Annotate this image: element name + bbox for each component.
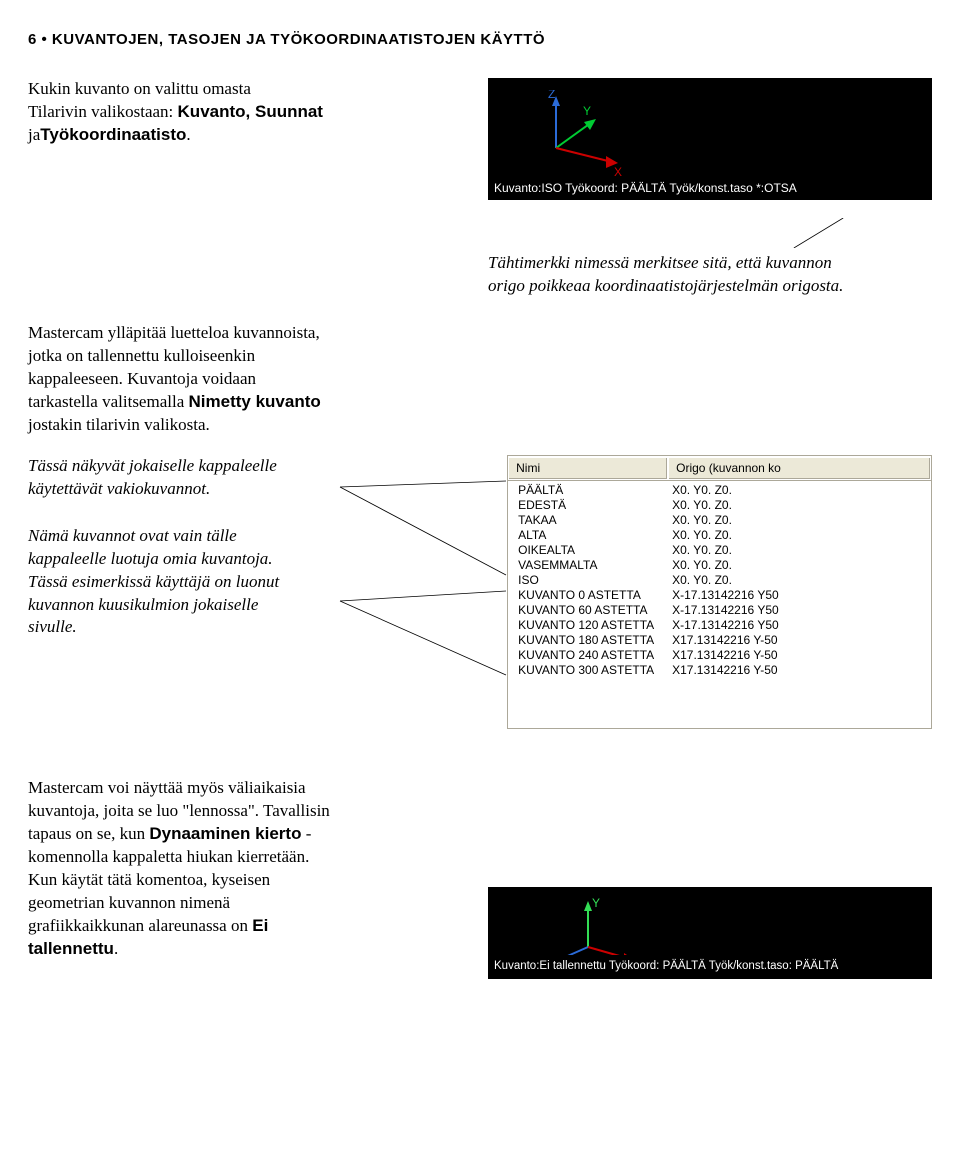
table-row[interactable]: EDESTÄX0. Y0. Z0. (508, 498, 931, 513)
status-line-1: Kuvanto:ISO Työkoord: PÄÄLTÄ Työk/konst.… (488, 176, 932, 200)
para3-l3b: - (301, 824, 311, 843)
table-cell-name: OIKEALTA (512, 543, 672, 558)
status-line-2: Kuvanto:Ei tallennettu Työkoord: PÄÄLTÄ … (488, 955, 932, 979)
table-cell-origo: X-17.13142216 Y50 (672, 588, 927, 603)
intro-bold2: Työkoordinaatisto (40, 125, 186, 144)
status-screenshot-2: Y X Kuvanto:Ei tallennettu Työkoord: PÄÄ… (488, 887, 932, 979)
table-cell-name: PÄÄLTÄ (512, 483, 672, 498)
table-header-row: Nimi Origo (kuvannon ko (508, 456, 931, 481)
table-cell-name: KUVANTO 120 ASTETTA (512, 618, 672, 633)
ital1-l1: Tässä näkyvät jokaiselle kappaleelle (28, 456, 277, 475)
table-body: PÄÄLTÄX0. Y0. Z0.EDESTÄX0. Y0. Z0.TAKAAX… (508, 481, 931, 728)
ital2-l4: kuvannon kuusikulmion jokaiselle (28, 595, 258, 614)
status-screenshot-1: Z Y X Kuvanto:ISO Työkoord: PÄÄLTÄ Työk/… (488, 78, 932, 200)
intro-line2a: Tilarivin valikostaan: (28, 102, 178, 121)
table-cell-name: EDESTÄ (512, 498, 672, 513)
para2-l3: kappaleeseen. Kuvantoja voidaan (28, 369, 256, 388)
table-row[interactable]: KUVANTO 0 ASTETTAX-17.13142216 Y50 (508, 588, 931, 603)
para3-l3a: tapaus on se, kun (28, 824, 149, 843)
para3-l7a: grafiikkaikkunan alareunassa on (28, 916, 252, 935)
table-cell-origo: X0. Y0. Z0. (672, 543, 927, 558)
table-cell-origo: X17.13142216 Y-50 (672, 648, 927, 663)
intro-line1: Kukin kuvanto on valittu omasta (28, 79, 251, 98)
table-cell-origo: X0. Y0. Z0. (672, 573, 927, 588)
intro-line3b: . (186, 125, 190, 144)
table-cell-name: VASEMMALTA (512, 558, 672, 573)
table-row[interactable]: OIKEALTAX0. Y0. Z0. (508, 543, 931, 558)
para3-l2: kuvantoja, joita se luo "lennossa". Tava… (28, 801, 330, 820)
table-cell-origo: X0. Y0. Z0. (672, 498, 927, 513)
connector-line-icon (488, 218, 932, 248)
para3-bold3: tallennettu (28, 939, 114, 958)
table-row[interactable]: KUVANTO 60 ASTETTAX-17.13142216 Y50 (508, 603, 931, 618)
page-header: 6 • KUVANTOJEN, TASOJEN JA TYÖKOORDINAAT… (28, 30, 932, 50)
para2: Mastercam ylläpitää luetteloa kuvannoist… (28, 322, 498, 437)
views-table: Nimi Origo (kuvannon ko PÄÄLTÄX0. Y0. Z0… (507, 455, 932, 729)
para3-l5: Kun käytät tätä komentoa, kyseisen (28, 870, 270, 889)
svg-text:Y: Y (583, 104, 591, 118)
para3-bold2: Ei (252, 916, 268, 935)
para3-l4: komennolla kappaletta hiukan kierretään. (28, 847, 309, 866)
para2-bold: Nimetty kuvanto (189, 392, 321, 411)
para2-l2: jotka on tallennettu kulloiseenkin (28, 346, 255, 365)
ital1-l2: käytettävät vakiokuvannot. (28, 479, 210, 498)
svg-text:Z: Z (548, 90, 555, 101)
table-cell-origo: X17.13142216 Y-50 (672, 633, 927, 648)
asterisk-note: Tähtimerkki nimessä merkitsee sitä, että… (488, 252, 932, 298)
table-cell-name: KUVANTO 300 ASTETTA (512, 663, 672, 678)
table-cell-origo: X17.13142216 Y-50 (672, 663, 927, 678)
table-cell-origo: X-17.13142216 Y50 (672, 618, 927, 633)
note1-l1: Tähtimerkki nimessä merkitsee sitä, että… (488, 253, 832, 272)
table-cell-origo: X0. Y0. Z0. (672, 483, 927, 498)
para3-l8: . (114, 939, 118, 958)
table-row[interactable]: KUVANTO 120 ASTETTAX-17.13142216 Y50 (508, 618, 931, 633)
ital2-l1: Nämä kuvannot ovat vain tälle (28, 526, 237, 545)
table-cell-name: KUVANTO 240 ASTETTA (512, 648, 672, 663)
table-cell-origo: X-17.13142216 Y50 (672, 603, 927, 618)
table-cell-name: KUVANTO 0 ASTETTA (512, 588, 672, 603)
table-cell-origo: X0. Y0. Z0. (672, 513, 927, 528)
para2-l1: Mastercam ylläpitää luetteloa kuvannoist… (28, 323, 320, 342)
para2-l4a: tarkastella valitsemalla (28, 392, 189, 411)
italic-note-2: Nämä kuvannot ovat vain tälle kappaleell… (28, 525, 491, 640)
table-cell-name: ALTA (512, 528, 672, 543)
para2-l5: jostakin tilarivin valikosta. (28, 415, 210, 434)
table-cell-name: ISO (512, 573, 672, 588)
table-row[interactable]: VASEMMALTAX0. Y0. Z0. (508, 558, 931, 573)
ital2-l3: Tässä esimerkissä käyttäjä on luonut (28, 572, 279, 591)
table-row[interactable]: ISOX0. Y0. Z0. (508, 573, 931, 588)
table-row[interactable]: TAKAAX0. Y0. Z0. (508, 513, 931, 528)
table-cell-origo: X0. Y0. Z0. (672, 558, 927, 573)
table-row[interactable]: KUVANTO 180 ASTETTAX17.13142216 Y-50 (508, 633, 931, 648)
para3: Mastercam voi näyttää myös väliaikaisia … (28, 777, 472, 961)
table-header-name[interactable]: Nimi (508, 456, 668, 480)
para3-bold1: Dynaaminen kierto (149, 824, 301, 843)
ital2-l5: sivulle. (28, 617, 77, 636)
table-row[interactable]: KUVANTO 300 ASTETTAX17.13142216 Y-50 (508, 663, 931, 678)
intro-paragraph: Kukin kuvanto on valittu omasta Tilarivi… (28, 78, 472, 147)
table-cell-name: KUVANTO 60 ASTETTA (512, 603, 672, 618)
para3-l1: Mastercam voi näyttää myös väliaikaisia (28, 778, 306, 797)
ital2-l2: kappaleelle luotuja omia kuvantoja. (28, 549, 273, 568)
table-header-origo[interactable]: Origo (kuvannon ko (668, 456, 931, 480)
table-cell-name: TAKAA (512, 513, 672, 528)
para3-l6: geometrian kuvannon nimenä (28, 893, 230, 912)
table-row[interactable]: PÄÄLTÄX0. Y0. Z0. (508, 483, 931, 498)
table-row[interactable]: ALTAX0. Y0. Z0. (508, 528, 931, 543)
table-cell-origo: X0. Y0. Z0. (672, 528, 927, 543)
table-row[interactable]: KUVANTO 240 ASTETTAX17.13142216 Y-50 (508, 648, 931, 663)
table-cell-name: KUVANTO 180 ASTETTA (512, 633, 672, 648)
intro-line3a: ja (28, 125, 40, 144)
intro-bold1: Kuvanto, Suunnat (178, 102, 323, 121)
axis-gizmo-icon: Z Y X (506, 90, 596, 170)
note1-l2: origo poikkeaa koordinaatistojärjestelmä… (488, 276, 843, 295)
svg-text:Y: Y (592, 896, 600, 910)
italic-note-1: Tässä näkyvät jokaiselle kappaleelle käy… (28, 455, 491, 501)
